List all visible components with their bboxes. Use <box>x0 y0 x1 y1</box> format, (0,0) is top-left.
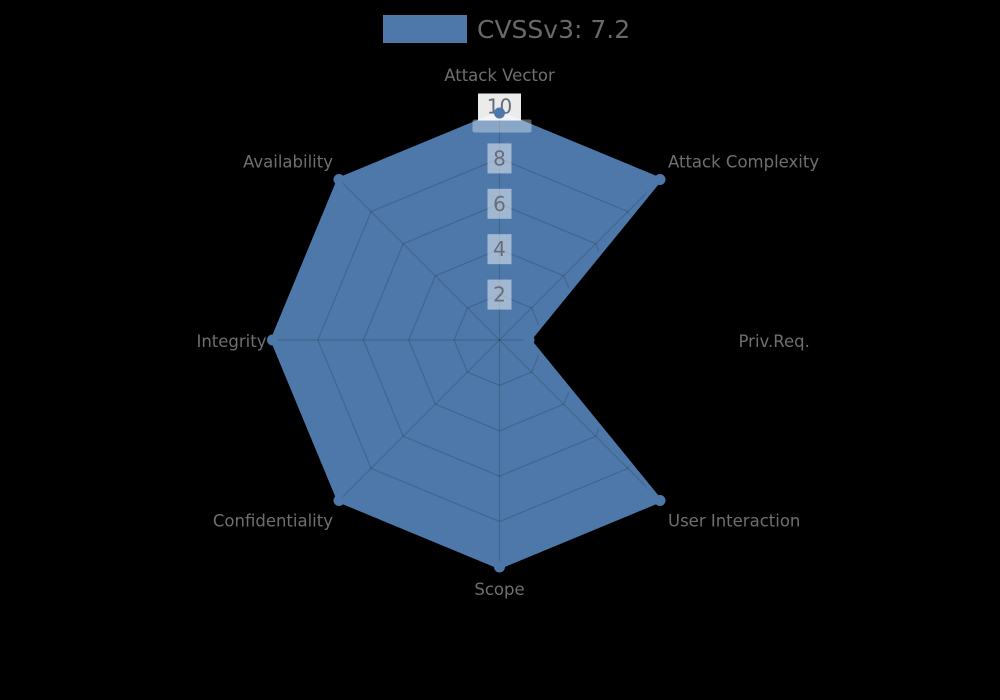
radar-vertex-dot <box>523 334 535 346</box>
radial-tick-label: 8 <box>493 146 506 170</box>
radar-spoke <box>499 339 661 501</box>
axis-label-scope: Scope <box>474 580 524 599</box>
radar-vertex-dot <box>494 561 505 573</box>
radar-web-ring <box>317 157 682 523</box>
radar-vertex-dot <box>654 495 666 506</box>
axis-label-priv-req: Priv.Req. <box>739 332 810 351</box>
radial-tick-label: 4 <box>493 237 506 261</box>
radar-web-ring <box>453 293 546 387</box>
radar-spoke <box>338 339 500 501</box>
axis-label-attack-complexity: Attack Complexity <box>668 153 819 172</box>
axis-label-attack-vector: Attack Vector <box>444 66 555 85</box>
radial-tick-underlay <box>472 119 532 133</box>
radial-tick-box <box>487 143 512 174</box>
legend[interactable]: CVSSv3: 7.2 <box>383 15 630 43</box>
radar-fill-polygon <box>272 113 660 567</box>
radar-vertex-dot <box>494 107 505 119</box>
axis-label-confidentiality: Confidentiality <box>213 512 333 531</box>
radar-spoke <box>338 179 500 341</box>
radar-vertex-dot <box>333 495 345 506</box>
radar-web-ring <box>408 248 591 432</box>
radial-tick-box <box>487 234 512 265</box>
radar-vertex-dot <box>654 174 666 185</box>
radial-tick-box <box>487 279 512 310</box>
axis-label-integrity: Integrity <box>196 332 266 351</box>
radial-tick-box <box>487 188 512 219</box>
axis-label-availability: Availability <box>243 153 333 172</box>
radial-tick-label: 6 <box>493 192 506 216</box>
radial-tick-label: 2 <box>493 283 506 307</box>
axis-label-user-interaction: User Interaction <box>668 512 800 531</box>
radar-vertex-dot <box>267 334 278 346</box>
legend-label: CVSSv3: 7.2 <box>477 14 631 44</box>
radar-spoke <box>499 179 661 341</box>
radar-web-ring <box>362 203 637 477</box>
legend-swatch <box>383 15 467 43</box>
radar-vertex-dot <box>333 174 345 185</box>
